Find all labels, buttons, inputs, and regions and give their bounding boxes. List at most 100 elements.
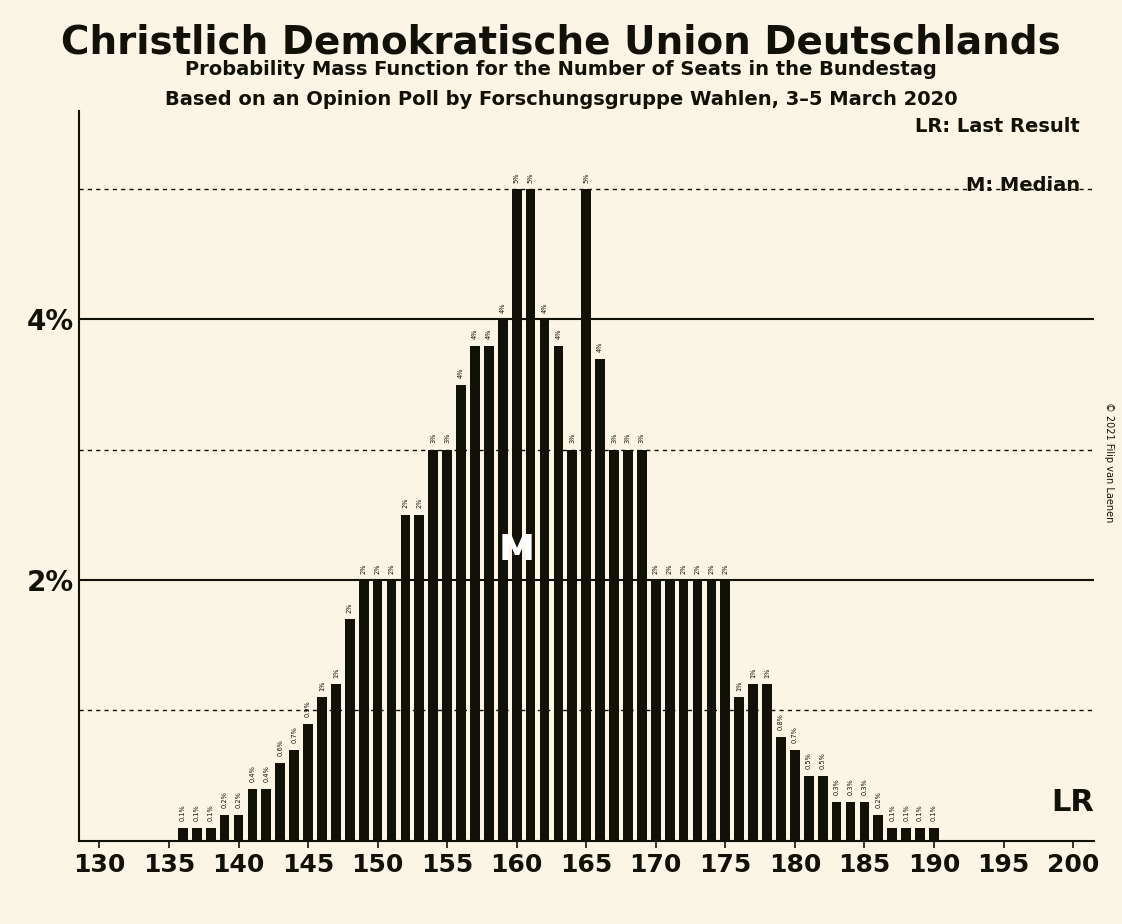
Bar	[429, 450, 438, 841]
Text: 0.1%: 0.1%	[208, 805, 213, 821]
Text: 5%: 5%	[514, 172, 519, 183]
Bar	[901, 828, 911, 841]
Bar	[540, 320, 550, 841]
Text: 2%: 2%	[403, 498, 408, 508]
Bar	[665, 580, 674, 841]
Bar	[831, 802, 842, 841]
Bar	[192, 828, 202, 841]
Text: 2%: 2%	[388, 563, 395, 574]
Bar	[888, 828, 898, 841]
Text: M: M	[498, 533, 535, 567]
Bar	[303, 723, 313, 841]
Bar	[568, 450, 577, 841]
Text: 3%: 3%	[569, 433, 576, 444]
Text: 0.1%: 0.1%	[917, 805, 923, 821]
Bar	[401, 515, 411, 841]
Text: 1%: 1%	[319, 681, 325, 691]
Bar	[178, 828, 187, 841]
Text: 0.1%: 0.1%	[931, 805, 937, 821]
Bar	[790, 749, 800, 841]
Bar	[762, 685, 772, 841]
Text: 2%: 2%	[360, 563, 367, 574]
Bar	[846, 802, 855, 841]
Text: Based on an Opinion Poll by Forschungsgruppe Wahlen, 3–5 March 2020: Based on an Opinion Poll by Forschungsgr…	[165, 90, 957, 109]
Text: 0.5%: 0.5%	[806, 752, 812, 769]
Text: 2%: 2%	[708, 563, 715, 574]
Text: 3%: 3%	[444, 433, 450, 444]
Text: LR: LR	[1051, 788, 1094, 818]
Text: 0.5%: 0.5%	[820, 752, 826, 769]
Text: 4%: 4%	[499, 302, 506, 313]
Bar	[637, 450, 646, 841]
Bar	[735, 698, 744, 841]
Text: 0.1%: 0.1%	[890, 805, 895, 821]
Bar	[707, 580, 716, 841]
Text: 0.2%: 0.2%	[875, 791, 882, 808]
Bar	[498, 320, 507, 841]
Text: 4%: 4%	[472, 329, 478, 339]
Bar	[205, 828, 215, 841]
Text: 0.2%: 0.2%	[236, 791, 241, 808]
Text: 2%: 2%	[681, 563, 687, 574]
Bar	[512, 189, 522, 841]
Bar	[874, 815, 883, 841]
Bar	[553, 346, 563, 841]
Text: 3%: 3%	[625, 433, 631, 444]
Text: 0.2%: 0.2%	[221, 791, 228, 808]
Text: 0.1%: 0.1%	[903, 805, 909, 821]
Text: 0.3%: 0.3%	[862, 778, 867, 796]
Text: 3%: 3%	[611, 433, 617, 444]
Bar	[387, 580, 396, 841]
Text: 1%: 1%	[751, 667, 756, 678]
Text: 2%: 2%	[375, 563, 380, 574]
Text: 4%: 4%	[458, 368, 465, 378]
Bar	[484, 346, 494, 841]
Text: Christlich Demokratische Union Deutschlands: Christlich Demokratische Union Deutschla…	[61, 23, 1061, 61]
Text: Probability Mass Function for the Number of Seats in the Bundestag: Probability Mass Function for the Number…	[185, 60, 937, 79]
Bar	[457, 384, 466, 841]
Text: 2%: 2%	[723, 563, 728, 574]
Text: 3%: 3%	[638, 433, 645, 444]
Text: 4%: 4%	[542, 302, 548, 313]
Bar	[331, 685, 341, 841]
Text: 0.7%: 0.7%	[792, 726, 798, 743]
Text: 0.4%: 0.4%	[249, 765, 256, 783]
Text: 2%: 2%	[666, 563, 673, 574]
Text: 2%: 2%	[416, 498, 422, 508]
Bar	[748, 685, 758, 841]
Text: 0.4%: 0.4%	[264, 765, 269, 783]
Text: 0.6%: 0.6%	[277, 739, 283, 756]
Text: 5%: 5%	[527, 172, 534, 183]
Text: 4%: 4%	[555, 329, 561, 339]
Text: 1%: 1%	[333, 667, 339, 678]
Bar	[414, 515, 424, 841]
Text: 2%: 2%	[695, 563, 700, 574]
Bar	[818, 775, 828, 841]
Text: 2%: 2%	[653, 563, 659, 574]
Bar	[916, 828, 925, 841]
Bar	[623, 450, 633, 841]
Text: 4%: 4%	[486, 329, 491, 339]
Text: 0.9%: 0.9%	[305, 700, 311, 717]
Bar	[596, 359, 605, 841]
Bar	[233, 815, 243, 841]
Text: M: Median: M: Median	[966, 176, 1080, 195]
Bar	[373, 580, 383, 841]
Bar	[526, 189, 535, 841]
Bar	[359, 580, 368, 841]
Bar	[581, 189, 591, 841]
Text: 0.7%: 0.7%	[291, 726, 297, 743]
Bar	[318, 698, 327, 841]
Bar	[442, 450, 452, 841]
Text: 5%: 5%	[583, 172, 589, 183]
Text: 0.3%: 0.3%	[834, 778, 839, 796]
Bar	[651, 580, 661, 841]
Bar	[275, 762, 285, 841]
Text: 0.1%: 0.1%	[180, 805, 186, 821]
Bar	[289, 749, 298, 841]
Text: 0.8%: 0.8%	[778, 713, 784, 730]
Text: 1%: 1%	[764, 667, 770, 678]
Bar	[609, 450, 619, 841]
Bar	[248, 789, 257, 841]
Text: 3%: 3%	[430, 433, 436, 444]
